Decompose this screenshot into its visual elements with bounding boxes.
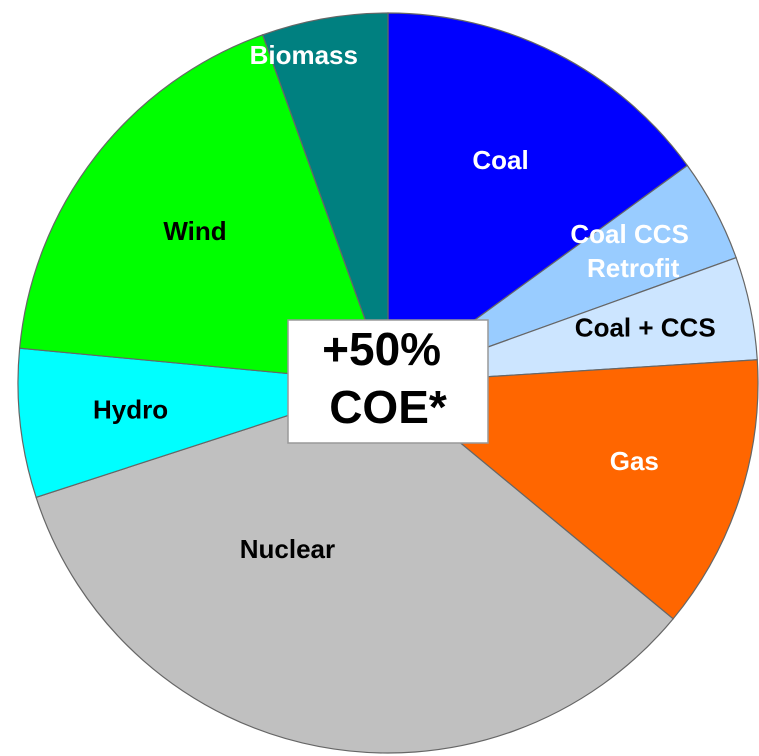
slice-label: Coal + CCS bbox=[575, 313, 716, 343]
slice-label: Gas bbox=[610, 446, 659, 476]
slice-label: Wind bbox=[163, 216, 226, 246]
slice-label: Coal bbox=[472, 145, 528, 175]
slice-label: Biomass bbox=[250, 40, 358, 70]
slice bbox=[35, 382, 674, 754]
labels: Coal Coal CCS Retrofit Coal + CCS Gas Nuclea… bbox=[93, 40, 716, 564]
slice bbox=[18, 34, 389, 384]
center-box bbox=[287, 319, 489, 444]
slice bbox=[261, 12, 389, 384]
slice-label: Hydro bbox=[93, 394, 168, 424]
slice-label: Nuclear bbox=[240, 534, 335, 564]
slice-label: Coal CCS Retrofit bbox=[570, 219, 696, 283]
slice bbox=[387, 12, 689, 385]
center-label: +50% COE* bbox=[322, 323, 454, 433]
